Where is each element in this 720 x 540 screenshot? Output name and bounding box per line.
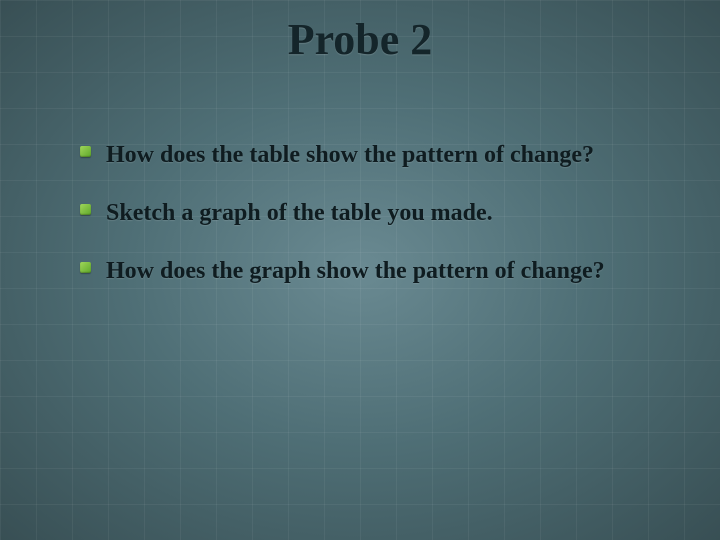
- bullet-text: Sketch a graph of the table you made.: [106, 200, 493, 226]
- bullet-list: How does the table show the pattern of c…: [80, 140, 660, 314]
- bullet-icon: [80, 204, 91, 215]
- bullet-icon: [80, 146, 91, 157]
- slide: Probe 2 How does the table show the patt…: [0, 0, 720, 540]
- slide-title: Probe 2: [0, 14, 720, 65]
- bullet-item: How does the table show the pattern of c…: [80, 140, 660, 170]
- bullet-item: Sketch a graph of the table you made.: [80, 198, 660, 228]
- bullet-text: How does the table show the pattern of c…: [106, 142, 594, 168]
- bullet-icon: [80, 262, 91, 273]
- bullet-item: How does the graph show the pattern of c…: [80, 256, 660, 286]
- bullet-text: How does the graph show the pattern of c…: [106, 258, 605, 284]
